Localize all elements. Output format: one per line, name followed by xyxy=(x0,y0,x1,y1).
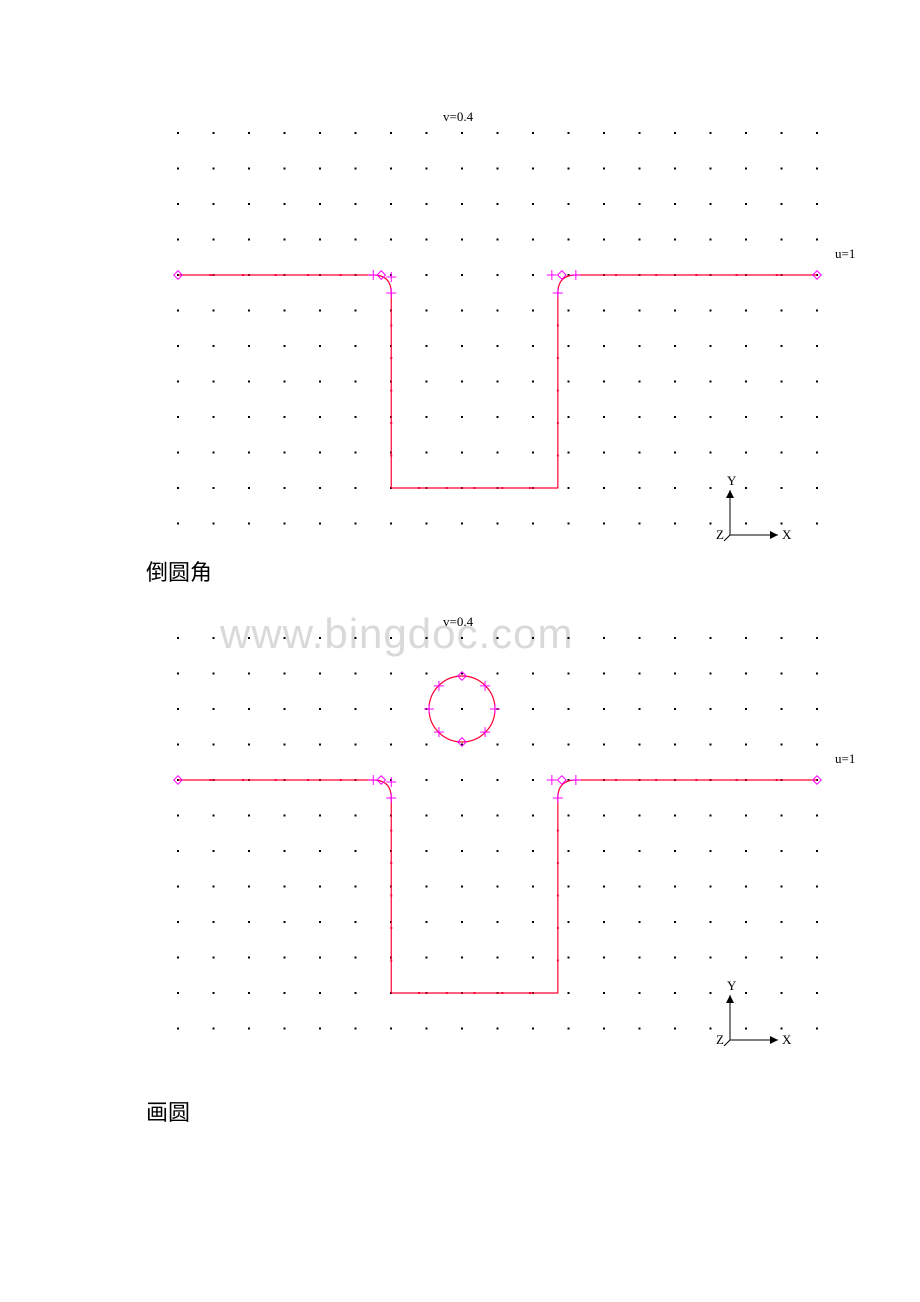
diagram1-label-top: v=0.4 xyxy=(443,109,473,125)
svg-text:Y: Y xyxy=(727,978,737,993)
diagram-fillet-svg: Y X Z xyxy=(170,105,850,545)
diagram1-label-right: u=1 xyxy=(835,246,855,262)
svg-text:Z: Z xyxy=(716,1032,724,1047)
svg-text:Y: Y xyxy=(727,473,737,488)
caption-fillet: 倒圆角 xyxy=(146,555,212,587)
svg-text:Z: Z xyxy=(716,527,724,542)
svg-text:X: X xyxy=(782,1032,792,1047)
svg-text:X: X xyxy=(782,527,792,542)
caption-circle: 画圆 xyxy=(146,1095,190,1127)
diagram-circle: YXZ v=0.4 u=1 xyxy=(170,610,850,1050)
diagram-fillet: YXZ v=0.4 u=1 xyxy=(170,105,850,545)
diagram2-label-top: v=0.4 xyxy=(443,614,473,630)
diagram-circle-svg: Y X Z xyxy=(170,610,850,1050)
diagram2-label-right: u=1 xyxy=(835,751,855,767)
